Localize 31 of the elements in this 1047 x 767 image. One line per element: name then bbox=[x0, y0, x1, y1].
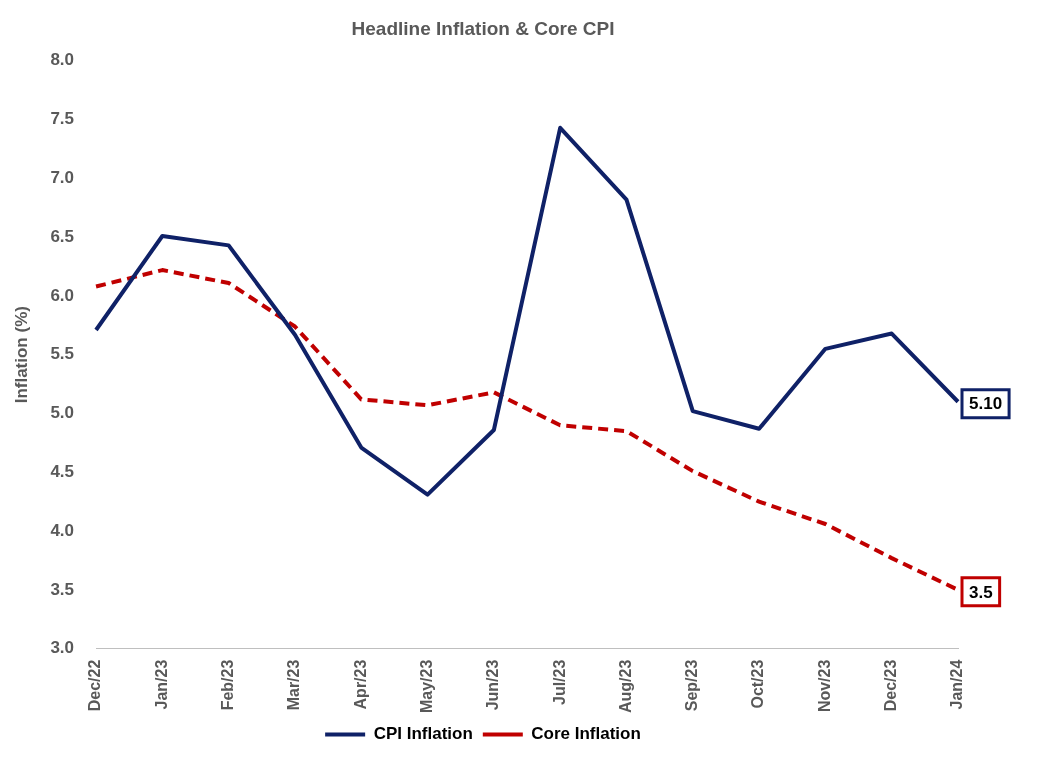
legend-label: Core Inflation bbox=[531, 724, 641, 744]
x-tick-label: Jun/23 bbox=[484, 659, 502, 711]
x-tick-label: Jul/23 bbox=[550, 659, 568, 705]
y-tick-label: 4.0 bbox=[50, 520, 75, 540]
y-tick-label: 6.5 bbox=[50, 226, 75, 246]
x-tick-label: Dec/23 bbox=[882, 659, 900, 712]
y-tick-label: 5.5 bbox=[50, 344, 75, 364]
legend-label: CPI Inflation bbox=[373, 724, 473, 744]
y-axis-title: Inflation (%) bbox=[11, 306, 31, 404]
x-tick-label: Dec/22 bbox=[86, 659, 104, 712]
x-tick-label: Apr/23 bbox=[351, 659, 369, 710]
chart-title: Headline Inflation & Core CPI bbox=[351, 17, 615, 39]
x-tick-label: Mar/23 bbox=[285, 659, 303, 711]
y-tick-label: 7.5 bbox=[50, 109, 75, 129]
x-tick-label: Nov/23 bbox=[815, 659, 833, 713]
y-tick-label: 7.0 bbox=[50, 168, 75, 188]
y-tick-label: 3.5 bbox=[50, 579, 75, 599]
data-label: 3.5 bbox=[969, 582, 993, 602]
x-tick-label: Oct/23 bbox=[749, 659, 767, 709]
x-tick-label: Feb/23 bbox=[219, 659, 237, 711]
y-tick-label: 4.5 bbox=[50, 461, 75, 481]
x-tick-label: Jan/23 bbox=[152, 659, 170, 710]
x-tick-label: Sep/23 bbox=[683, 659, 701, 712]
x-tick-label: Aug/23 bbox=[616, 659, 634, 713]
y-tick-label: 5.0 bbox=[50, 403, 75, 423]
x-tick-label: May/23 bbox=[417, 659, 435, 714]
x-tick-label: Jan/24 bbox=[948, 659, 966, 710]
y-tick-label: 6.0 bbox=[50, 285, 75, 305]
y-tick-label: 3.0 bbox=[50, 638, 75, 658]
y-tick-label: 8.0 bbox=[50, 50, 75, 70]
data-label: 5.10 bbox=[969, 394, 1003, 414]
